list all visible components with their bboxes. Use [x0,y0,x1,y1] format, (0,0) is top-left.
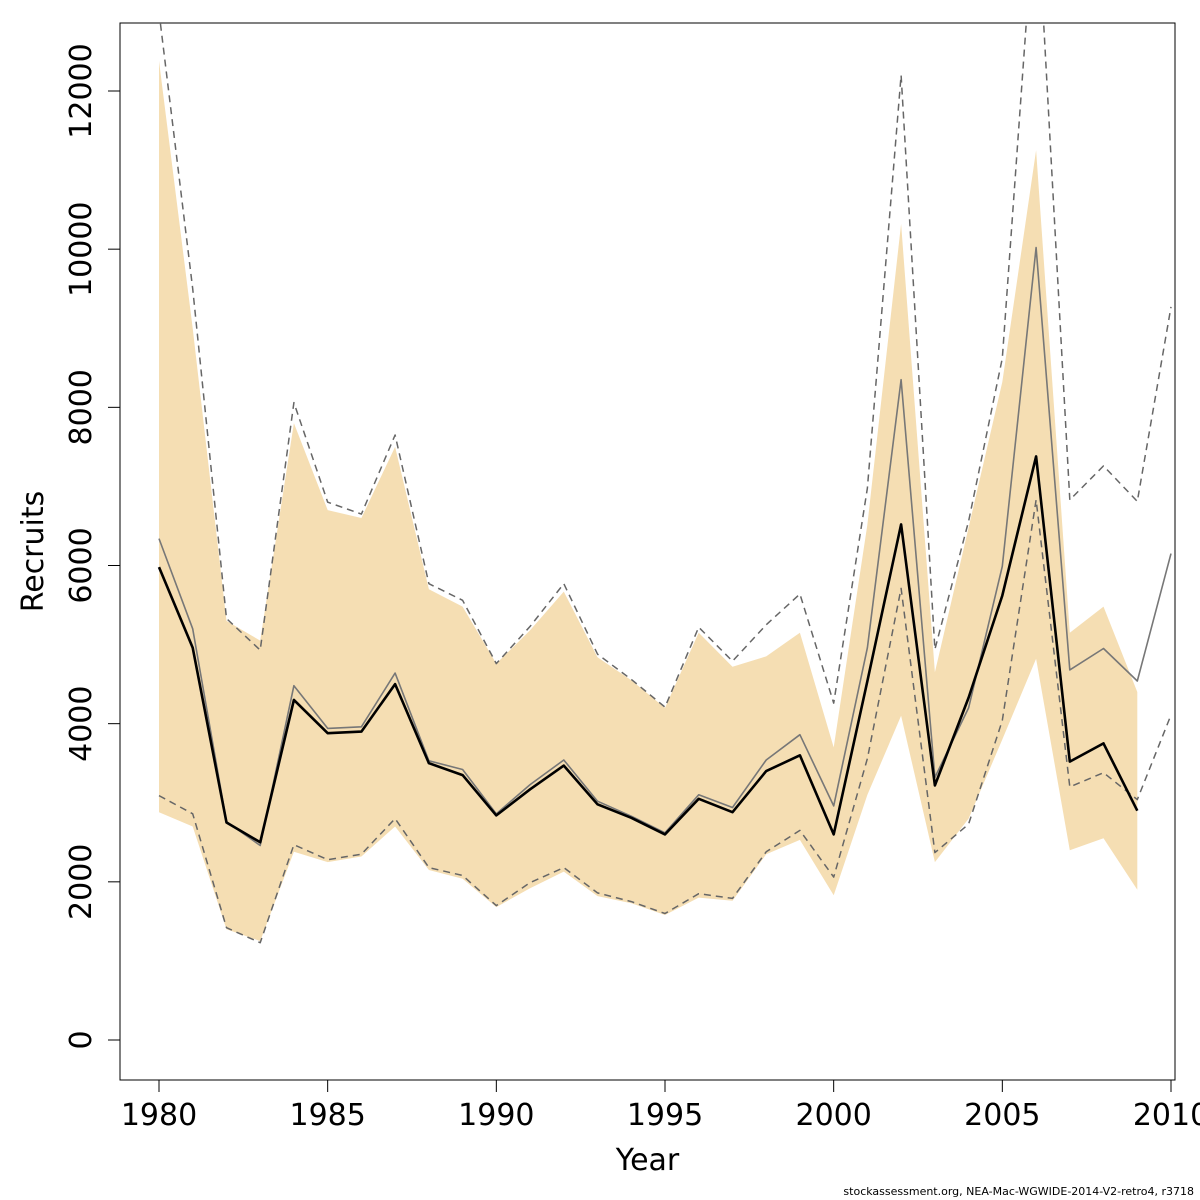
estimate-line [157,455,1139,844]
x-tick-label: 1980 [121,1098,197,1133]
plot-area [157,23,1172,944]
x-tick-label: 2005 [964,1098,1040,1133]
x-axis: 1980 1985 1990 1995 2000 2005 2010 [121,1079,1200,1133]
y-tick-label: 8000 [64,369,99,445]
y-tick-label: 4000 [64,686,99,762]
footer-credit: stockassessment.org, NEA-Mac-WGWIDE-2014… [843,1185,1194,1198]
retro-lower-ci-line [158,499,1172,944]
x-tick-label: 2010 [1133,1098,1200,1133]
x-axis-title: Year [615,1143,680,1178]
x-tick-label: 1995 [627,1098,703,1133]
retro-upper-ci-line [159,23,1172,708]
y-axis: 0 2000 4000 6000 8000 10000 12000 [64,43,121,1050]
y-tick-label: 10000 [64,201,99,296]
y-axis-title: Recruits [16,491,51,613]
confidence-band [159,60,1138,942]
x-tick-label: 1990 [458,1098,534,1133]
x-tick-label: 2000 [795,1098,871,1133]
y-tick-label: 12000 [64,43,99,138]
y-tick-label: 6000 [64,527,99,603]
x-tick-label: 1985 [289,1098,365,1133]
y-tick-label: 0 [64,1030,99,1049]
y-tick-label: 2000 [64,844,99,920]
